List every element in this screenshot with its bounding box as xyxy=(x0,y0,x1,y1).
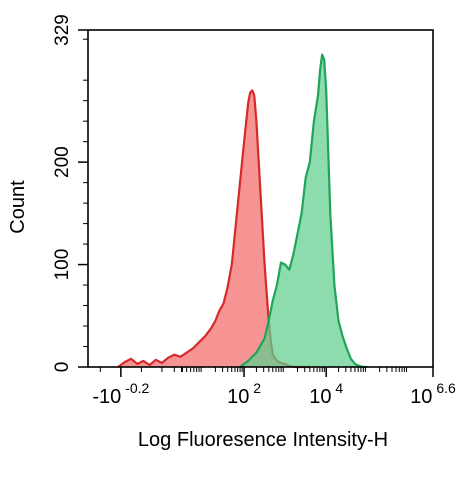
series-1-area xyxy=(118,90,310,368)
plot-frame xyxy=(87,29,434,368)
y-tick-label: 200 xyxy=(52,146,73,178)
y-tick-label: 0 xyxy=(52,362,73,373)
y-axis-label: Count xyxy=(7,180,29,234)
y-tick-label: 100 xyxy=(52,249,73,281)
series-2-line xyxy=(239,53,368,369)
x-tick-label: -10 -0.2 xyxy=(92,380,149,408)
x-axis-label: Log Fluoresence Intensity-H xyxy=(138,429,388,451)
x-tick-label: 10 4 xyxy=(309,380,343,408)
series-layer xyxy=(117,53,368,369)
ticks-layer: 0 100 200 329 -10 -0.2 10 2 10 4 10 6.6 xyxy=(52,14,456,408)
y-tick-label: 329 xyxy=(52,14,73,46)
series-2-area xyxy=(240,54,368,367)
x-tick-label: 10 2 xyxy=(227,380,261,408)
x-tick-label: 10 6.6 xyxy=(410,380,456,408)
